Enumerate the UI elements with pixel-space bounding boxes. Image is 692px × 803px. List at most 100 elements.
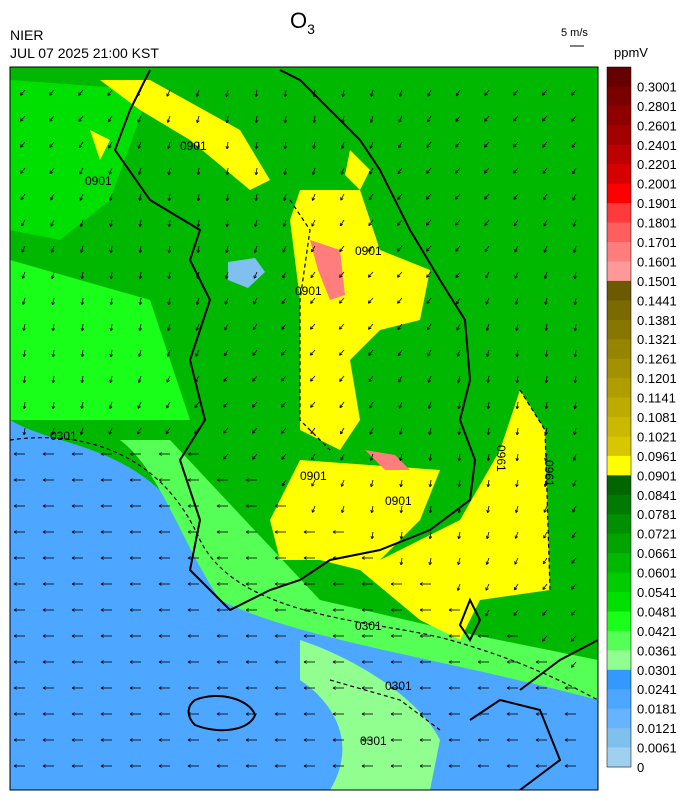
wind-arrow — [514, 583, 519, 591]
wind-arrow-head — [216, 634, 220, 638]
wind-arrow-head — [129, 478, 133, 482]
wind-arrow — [574, 271, 577, 279]
wind-arrow — [397, 245, 403, 252]
wind-arrow — [426, 245, 432, 252]
wind-arrow — [485, 609, 490, 617]
wind-arrow-head — [280, 404, 285, 408]
wind-arrow — [223, 349, 229, 357]
wind-arrow — [311, 479, 316, 487]
wind-arrow — [458, 479, 461, 487]
wind-arrow — [109, 401, 113, 409]
wind-arrow-head — [340, 509, 345, 513]
wind-arrow-head — [419, 764, 423, 768]
wind-arrow — [108, 427, 113, 435]
wind-arrow — [81, 401, 84, 409]
wind-arrow-head — [109, 275, 114, 280]
wind-arrow-head — [535, 764, 539, 768]
wind-arrow — [339, 271, 345, 278]
wind-arrow-head — [426, 144, 430, 149]
wind-arrow-head — [283, 197, 287, 202]
wind-arrow — [197, 219, 200, 227]
wind-arrow — [516, 401, 519, 409]
wind-arrow — [313, 115, 316, 123]
wind-arrow-head — [369, 457, 374, 461]
wind-arrow-head — [544, 457, 548, 462]
wind-arrow-head — [137, 145, 142, 149]
contour-label: 0301 — [360, 734, 387, 748]
wind-arrow — [397, 323, 403, 330]
wind-arrow-head — [397, 196, 401, 200]
wind-arrow-head — [13, 634, 17, 638]
agency: NIER — [10, 27, 43, 43]
wind-arrow — [254, 245, 258, 253]
wind-arrow — [573, 427, 577, 435]
wind-arrow — [313, 141, 316, 149]
wind-arrow — [22, 271, 26, 279]
wind-arrow-head — [457, 457, 462, 462]
wind-arrow-head — [506, 764, 510, 768]
wind-arrow — [514, 245, 519, 253]
contour-label: 0961 — [542, 460, 556, 487]
colorbar-swatch — [607, 86, 631, 107]
wind-arrow-head — [456, 587, 461, 591]
wind-arrow-head — [573, 327, 578, 332]
wind-arrow — [457, 583, 461, 591]
wind-arrow-head — [196, 119, 200, 124]
wind-arrow — [281, 349, 287, 356]
wind-arrow — [49, 89, 55, 96]
wind-arrow — [427, 349, 432, 357]
wind-arrow — [516, 427, 519, 435]
wind-arrow — [339, 323, 345, 330]
wind-arrow-head — [42, 582, 46, 586]
wind-arrow-head — [543, 535, 547, 539]
wind-arrow-head — [281, 300, 285, 305]
wind-arrow-head — [312, 145, 316, 150]
wind-arrow — [545, 349, 548, 357]
wind-arrow-head — [398, 431, 403, 435]
wind-arrow — [252, 323, 258, 331]
wind-arrow — [80, 219, 84, 227]
wind-arrow — [542, 583, 548, 590]
wind-arrow-head — [137, 379, 142, 383]
wind-arrow — [110, 323, 113, 331]
wind-arrow-head — [51, 301, 55, 306]
wind-arrow — [429, 557, 432, 565]
colorbar-swatch — [607, 397, 631, 418]
wind-arrow — [397, 167, 403, 175]
wind-arrow-head — [100, 530, 104, 534]
wind-arrow — [52, 349, 55, 357]
wind-arrow-head — [224, 275, 229, 279]
wind-arrow-head — [512, 118, 517, 122]
wind-arrow — [168, 245, 171, 253]
colorbar-label: 0.0601 — [637, 566, 677, 581]
wind-arrow-head — [397, 326, 401, 330]
wind-arrow-head — [80, 249, 84, 254]
wind-arrow — [108, 141, 113, 149]
wind-arrow — [252, 453, 258, 460]
colorbar-swatch — [607, 475, 631, 496]
wind-arrow-head — [486, 353, 490, 358]
wind-arrow — [370, 89, 374, 97]
wind-arrow-head — [572, 483, 576, 487]
wind-arrow-head — [312, 119, 317, 124]
wind-arrow-head — [138, 301, 143, 306]
wind-arrow-head — [254, 93, 259, 98]
wind-arrow — [544, 271, 548, 279]
wind-arrow-head — [369, 145, 373, 149]
wind-arrow-head — [49, 144, 53, 148]
wind-arrow-head — [428, 457, 432, 462]
wind-arrow-head — [339, 404, 343, 409]
wind-arrow-head — [129, 530, 133, 534]
wind-arrow-head — [274, 686, 278, 690]
wind-arrow-head — [100, 452, 104, 456]
wind-arrow-head — [486, 405, 491, 410]
wind-arrow-head — [397, 352, 402, 357]
wind-arrow — [455, 115, 461, 122]
wind-arrow-head — [158, 738, 162, 742]
wind-arrow-head — [456, 353, 461, 357]
colorbar-swatch — [607, 669, 631, 690]
wind-arrow-head — [194, 404, 198, 409]
low-zone — [228, 258, 265, 288]
wind-arrow-head — [245, 530, 249, 534]
wind-arrow-head — [426, 300, 430, 305]
